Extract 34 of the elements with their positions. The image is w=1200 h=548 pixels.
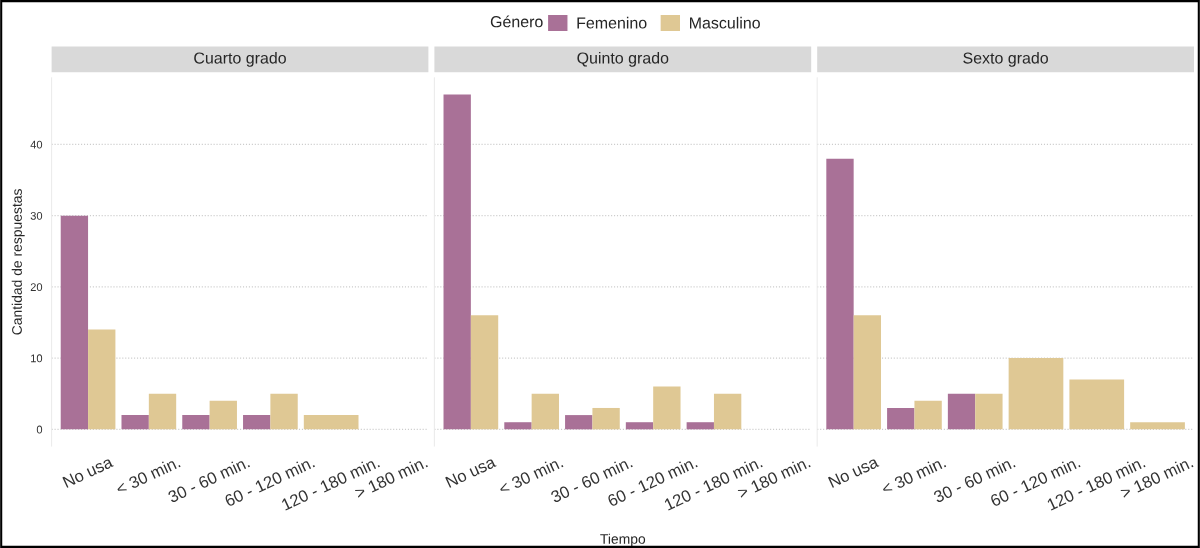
x-axis-title: Tiempo	[600, 533, 646, 547]
bar	[121, 415, 149, 430]
bar	[470, 315, 499, 430]
bar	[209, 400, 237, 430]
bar	[60, 215, 89, 430]
y-tick-label: 20	[30, 283, 43, 292]
x-tick-label: No usa	[445, 455, 497, 488]
bar	[148, 393, 177, 430]
y-tick-label: 40	[30, 140, 43, 149]
bar	[592, 407, 620, 430]
legend-label: Masculino	[690, 16, 760, 29]
legend-label: Femenino	[577, 16, 647, 29]
bar	[270, 393, 298, 430]
y-axis-title: Cantidad de respuestas	[11, 189, 25, 335]
bar	[625, 422, 654, 430]
bar	[686, 422, 714, 430]
bar	[713, 393, 742, 430]
bar	[531, 393, 559, 430]
chart-title: Quinto grado	[577, 51, 669, 67]
bar	[88, 329, 116, 430]
chart-title: Sexto grado	[963, 51, 1048, 67]
bar	[443, 94, 471, 430]
y-tick-label: 10	[31, 354, 43, 363]
bar	[182, 415, 210, 430]
y-tick-label: 30	[30, 211, 43, 220]
bar	[653, 386, 681, 430]
bar	[243, 415, 271, 430]
y-tick-label: 0	[36, 425, 43, 434]
chart-title: Cuarto grado	[194, 51, 286, 67]
bar	[504, 422, 532, 430]
bar	[565, 415, 593, 430]
legend-title: Género	[490, 15, 543, 28]
x-tick-label: No usa	[827, 455, 880, 488]
x-tick-label: No usa	[62, 455, 114, 488]
